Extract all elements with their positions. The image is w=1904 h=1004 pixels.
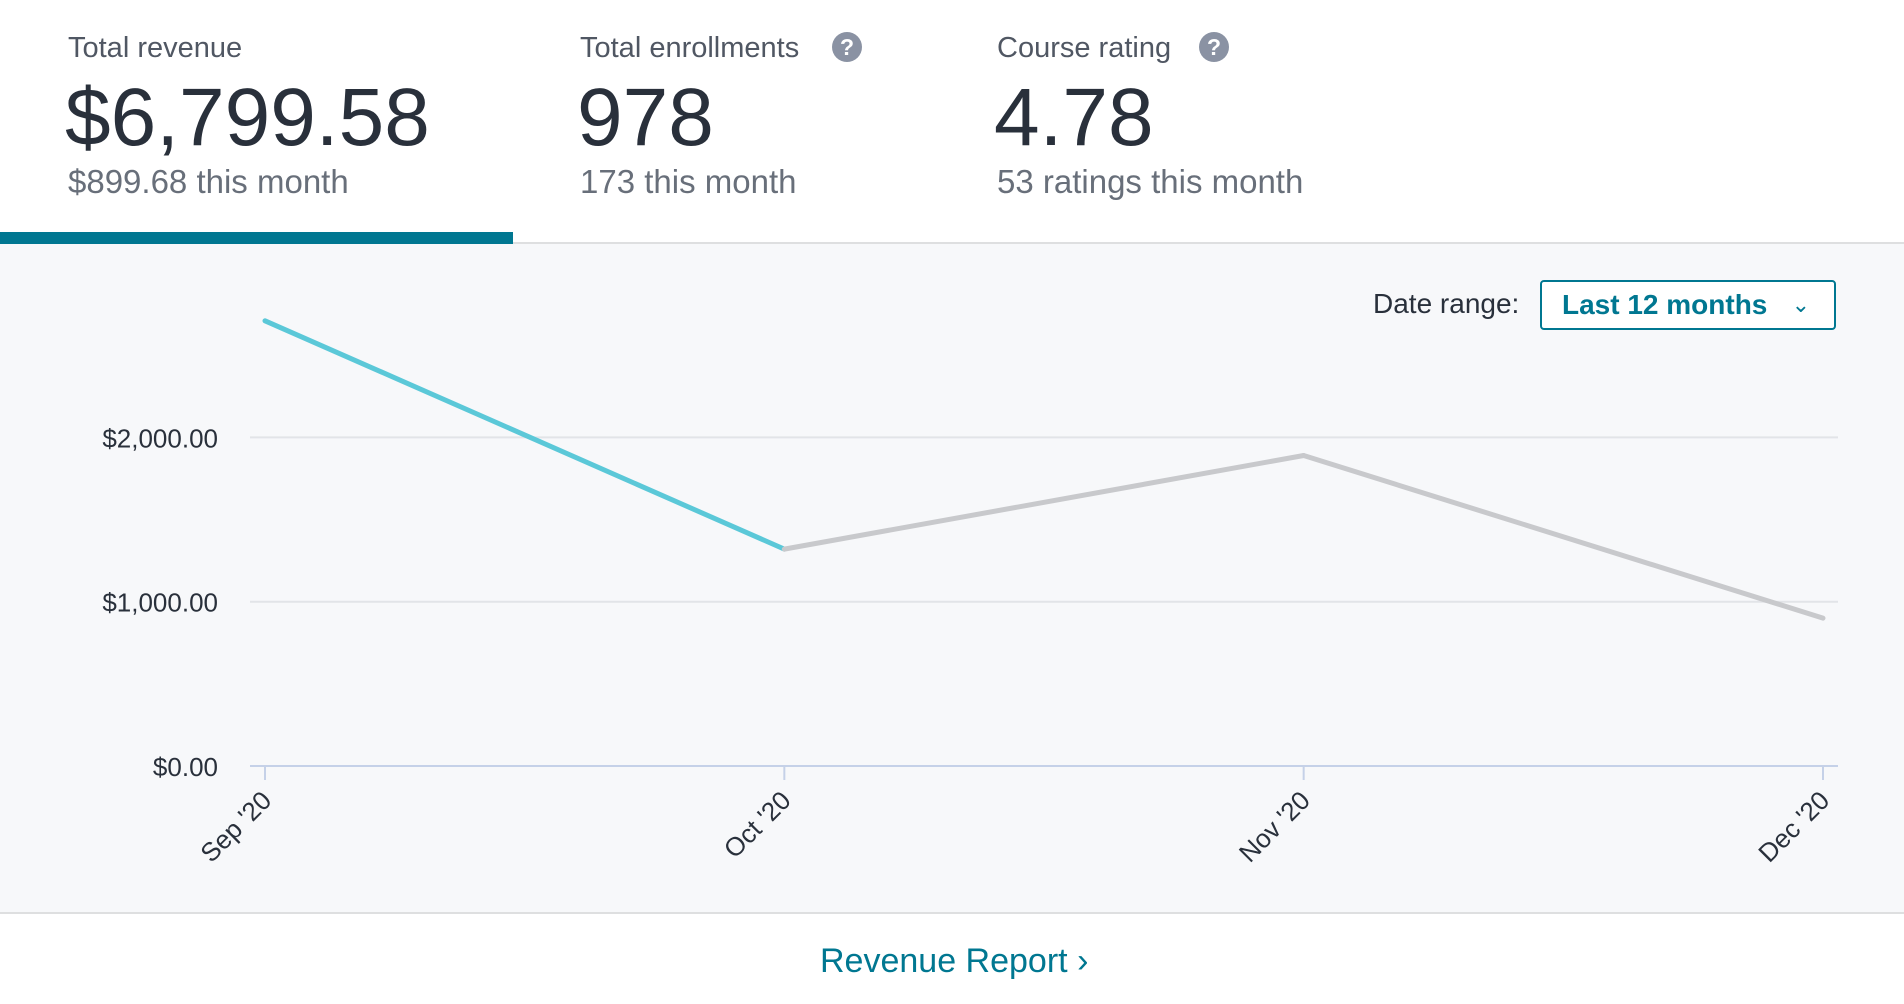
stat-sub: $899.68 this month xyxy=(68,163,349,200)
stat-sub: 173 this month xyxy=(580,163,797,200)
x-tick-label: Nov '20 xyxy=(1233,785,1316,868)
stat-value: 978 xyxy=(577,72,714,163)
revenue-report-label: Revenue Report xyxy=(820,942,1068,980)
series-segment xyxy=(781,453,1307,552)
x-tick-label: Oct '20 xyxy=(718,785,797,864)
x-tick-label: Sep '20 xyxy=(194,785,277,868)
question-circle-icon[interactable]: ? xyxy=(832,32,862,62)
revenue-report-link[interactable]: Revenue Report › xyxy=(820,942,1088,981)
chevron-right-icon: › xyxy=(1077,942,1089,980)
stat-label: Total revenue xyxy=(68,32,243,64)
chevron-down-icon: ⌄ xyxy=(1791,292,1810,317)
revenue-line-chart: $0.00 $1,000.00 $2,000.00 Sep '20 Oct '20 Nov… xyxy=(102,318,1838,868)
stat-value: $6,799.58 xyxy=(65,72,430,163)
y-tick-label: $2,000.00 xyxy=(102,423,218,453)
chart-panel: $0.00 $1,000.00 $2,000.00 Sep '20 Oct '20 Nov… xyxy=(0,244,1904,914)
question-circle-icon[interactable]: ? xyxy=(1199,32,1229,62)
date-range-label: Date range: xyxy=(1373,288,1520,319)
y-tick-label: $1,000.00 xyxy=(102,588,218,618)
stat-course-rating[interactable]: Course rating ? 4.78 53 ratings this mon… xyxy=(994,0,1337,242)
stat-sub: 53 ratings this month xyxy=(997,163,1304,200)
y-tick-label: $0.00 xyxy=(153,752,218,782)
footer: Revenue Report › xyxy=(0,912,1904,1004)
stats-row: Total revenue $6,799.58 $899.68 this mon… xyxy=(0,0,1904,244)
stat-value: 4.78 xyxy=(994,72,1154,163)
date-range-value: Last 12 months xyxy=(1562,289,1768,320)
series-segment xyxy=(262,318,787,552)
x-tick-label: Dec '20 xyxy=(1752,785,1835,868)
stat-label: Total enrollments xyxy=(580,32,800,64)
series-segment xyxy=(1301,453,1826,621)
stat-label: Course rating xyxy=(997,32,1172,64)
stat-total-enrollments[interactable]: Total enrollments ? 978 173 this month xyxy=(577,0,880,242)
date-range-select[interactable]: Last 12 months ⌄ xyxy=(1540,280,1836,330)
stat-total-revenue[interactable]: Total revenue $6,799.58 $899.68 this mon… xyxy=(0,0,513,244)
